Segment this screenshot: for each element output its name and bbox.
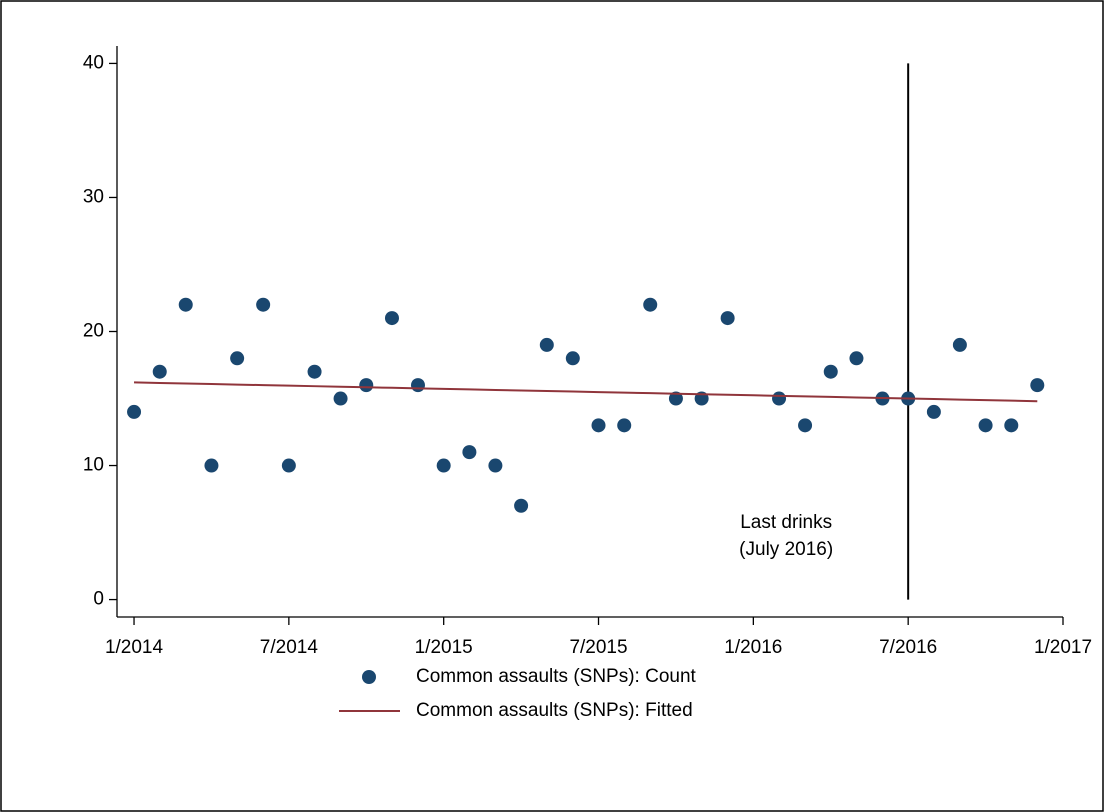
data-point — [772, 391, 787, 406]
data-point — [668, 391, 683, 406]
data-point — [307, 364, 322, 379]
legend-label: Common assaults (SNPs): Fitted — [416, 700, 693, 721]
legend-marker — [362, 670, 376, 684]
data-point — [178, 297, 193, 312]
x-tick-label: 1/2016 — [724, 637, 782, 658]
annotation: (July 2016) — [739, 539, 833, 560]
data-point — [926, 404, 941, 419]
data-point — [230, 351, 245, 366]
data-point — [384, 311, 399, 326]
data-point — [1030, 378, 1045, 393]
data-point — [204, 458, 219, 473]
data-point — [462, 445, 477, 460]
data-point — [152, 364, 167, 379]
data-point — [952, 337, 967, 352]
data-point — [539, 337, 554, 352]
y-tick-label: 30 — [83, 186, 104, 207]
x-tick-label: 7/2015 — [569, 637, 627, 658]
data-point — [617, 418, 632, 433]
data-point — [256, 297, 271, 312]
data-point — [488, 458, 503, 473]
data-point — [823, 364, 838, 379]
y-tick-label: 0 — [93, 589, 104, 610]
x-tick-label: 1/2015 — [415, 637, 473, 658]
fitted-line — [134, 381, 1038, 403]
data-point — [591, 418, 606, 433]
x-tick-label: 1/2014 — [105, 637, 164, 658]
data-point — [281, 458, 296, 473]
y-tick-label: 40 — [83, 52, 104, 73]
data-point — [565, 351, 580, 366]
annotation: Last drinks — [740, 512, 832, 533]
data-point — [978, 418, 993, 433]
data-point — [333, 391, 348, 406]
x-tick-label: 7/2014 — [260, 637, 319, 658]
y-tick-label: 20 — [83, 321, 104, 342]
data-point — [1004, 418, 1019, 433]
data-point — [127, 404, 142, 419]
x-tick-label: 1/2017 — [1034, 637, 1092, 658]
data-point — [849, 351, 864, 366]
data-point — [410, 378, 425, 393]
y-tick-label: 10 — [83, 455, 104, 476]
data-point — [643, 297, 658, 312]
data-point — [436, 458, 451, 473]
x-tick-label: 7/2016 — [879, 637, 937, 658]
data-point — [514, 498, 529, 513]
data-point — [798, 418, 813, 433]
legend-label: Common assaults (SNPs): Count — [416, 666, 697, 687]
data-point — [359, 378, 374, 393]
data-point — [720, 311, 735, 326]
